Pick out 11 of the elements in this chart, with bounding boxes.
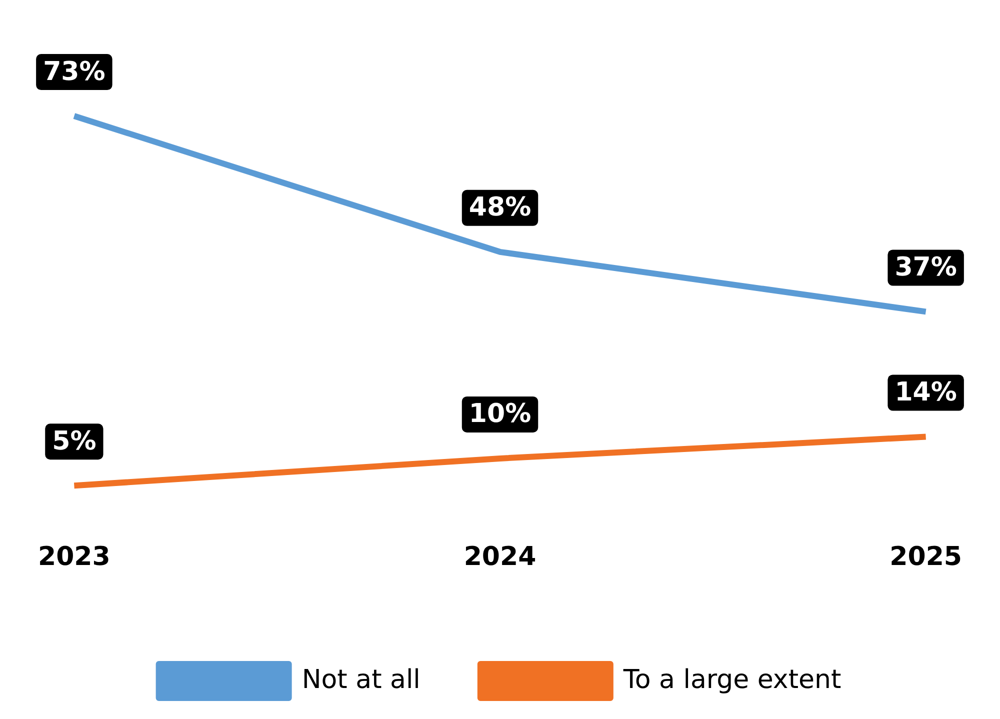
x-tick-label: 2023 <box>38 542 110 572</box>
x-tick-label: 2024 <box>464 542 536 572</box>
legend-label: Not at all <box>302 664 420 695</box>
x-tick-label: 2025 <box>890 542 962 572</box>
data-label: 73% <box>43 56 106 87</box>
data-label: 37% <box>894 252 957 282</box>
data-label: 5% <box>52 426 96 456</box>
data-label: 10% <box>468 399 532 430</box>
data-label: 14% <box>894 377 957 408</box>
data-label: 48% <box>468 192 532 223</box>
legend-label: To a large extent <box>622 664 842 695</box>
